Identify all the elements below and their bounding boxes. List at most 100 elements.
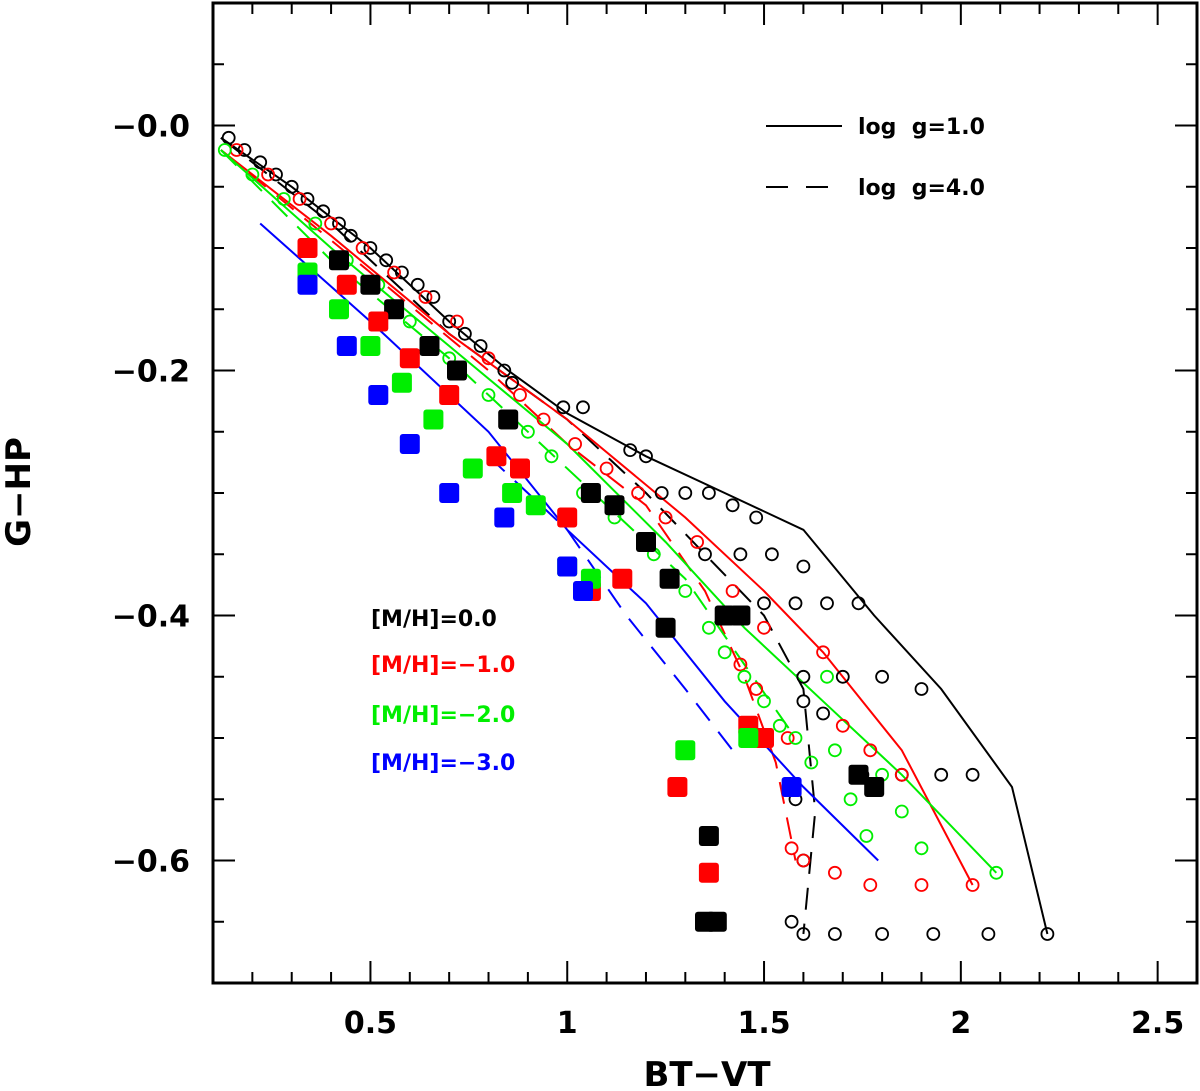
axis-tick-labels: 0.5 1 1.5 2 2.5 −0.0 −0.2 −0.4 −0.6 [112, 110, 1184, 1042]
filled-square-0-17 [706, 911, 727, 932]
open-circle-0-29 [733, 547, 748, 562]
filled-square-0-3 [419, 336, 440, 356]
filled-square-1-13 [698, 862, 719, 883]
filled-square-3-4 [439, 483, 460, 503]
filled-square-1-2 [368, 311, 389, 332]
open-circle-0-19 [556, 400, 571, 415]
open-circle-1-3 [324, 216, 339, 231]
filled-square-0-14 [864, 777, 885, 797]
open-circle-0-50 [828, 927, 842, 941]
open-circle-0-48 [784, 914, 799, 929]
open-circle-0-20 [576, 400, 590, 415]
open-circle-2-21 [804, 755, 819, 770]
open-circle-2-27 [894, 804, 909, 819]
open-circle-2-19 [772, 718, 787, 733]
open-circle-1-18 [733, 657, 748, 672]
series-line-1 [220, 137, 817, 935]
open-circle-1-15 [690, 535, 704, 549]
open-circle-1-24 [894, 767, 909, 782]
open-circle-0-16 [473, 339, 488, 353]
open-circle-0-0 [221, 130, 236, 145]
open-circle-0-52 [926, 927, 941, 941]
open-circle-2-3 [308, 216, 323, 231]
open-circle-0-10 [379, 253, 394, 268]
legend-solid-label: log g=1.0 [858, 115, 985, 140]
filled-square-3-8 [781, 777, 802, 797]
filled-square-1-5 [486, 446, 507, 467]
open-circle-0-40 [796, 694, 811, 709]
open-circle-0-45 [965, 767, 980, 782]
filled-square-0-9 [659, 568, 680, 589]
open-circle-0-41 [816, 706, 830, 721]
open-circle-2-2 [276, 192, 291, 206]
open-circle-2-9 [521, 424, 535, 439]
filled-square-0-4 [447, 360, 467, 381]
y-axis-label: G−HP [0, 437, 39, 547]
filled-square-1-4 [439, 385, 460, 405]
filled-square-0-2 [384, 299, 405, 320]
open-circle-2-17 [737, 669, 752, 684]
open-circle-1-12 [599, 461, 614, 476]
legend-metallicity-2: [M/H]=−2.0 [371, 703, 515, 728]
open-circle-0-7 [332, 216, 346, 231]
open-circle-0-37 [835, 669, 850, 684]
legend-dashed-label: log g=4.0 [858, 176, 985, 201]
x-tick-label: 1 [557, 1006, 578, 1041]
filled-square-1-3 [399, 348, 420, 369]
y-tick-label: −0.6 [112, 845, 190, 880]
y-tick-label: −0.4 [112, 600, 190, 635]
open-circle-2-1 [245, 167, 260, 182]
metallicity-legend: [M/H]=0.0 [M/H]=−1.0 [M/H]=−2.0 [M/H]=−3… [371, 607, 515, 776]
filled-square-1-1 [336, 274, 357, 295]
open-circle-0-49 [796, 927, 811, 941]
open-circle-2-22 [820, 669, 834, 684]
open-circle-0-33 [788, 596, 803, 611]
open-circle-0-17 [497, 363, 512, 378]
open-circle-1-11 [568, 437, 582, 451]
filled-square-0-1 [360, 274, 381, 295]
filled-square-0-15 [698, 826, 719, 846]
series-line-7 [487, 455, 734, 751]
filled-square-3-7 [573, 581, 593, 601]
open-circle-2-15 [702, 620, 716, 635]
legend-metallicity-0: [M/H]=0.0 [371, 607, 497, 632]
filled-square-1-12 [667, 777, 688, 797]
open-circle-0-39 [914, 682, 929, 696]
open-circle-2-14 [678, 584, 693, 598]
filled-square-0-0 [329, 250, 349, 271]
open-circle-2-6 [402, 314, 417, 329]
open-circle-0-6 [316, 204, 331, 219]
legend-metallicity-1: [M/H]=−1.0 [371, 653, 515, 678]
y-tick-label: −0.0 [112, 110, 190, 145]
open-circle-1-5 [387, 265, 402, 280]
filled-square-1-11 [754, 728, 774, 748]
open-circle-1-25 [784, 841, 799, 856]
open-circle-0-23 [654, 486, 669, 500]
filled-square-0-13 [848, 764, 869, 785]
y-tick-label: −0.2 [112, 355, 190, 390]
open-circle-1-28 [863, 878, 878, 892]
filled-square-2-10 [738, 728, 759, 748]
open-circle-2-8 [481, 388, 496, 402]
open-circle-0-15 [457, 326, 472, 341]
filled-square-0-12 [730, 605, 751, 626]
open-circle-1-4 [355, 241, 370, 255]
open-circle-0-51 [875, 927, 889, 941]
filled-square-1-0 [297, 238, 318, 258]
open-circle-1-19 [749, 682, 764, 696]
open-circle-0-44 [934, 767, 949, 782]
filled-square-3-2 [368, 385, 389, 405]
filled-square-0-5 [498, 409, 519, 430]
x-tick-label: 2 [950, 1006, 971, 1041]
open-circle-0-32 [757, 596, 771, 611]
open-circle-1-7 [450, 314, 464, 329]
series-line-6 [259, 222, 879, 862]
open-circle-1-26 [796, 853, 811, 868]
open-circle-1-23 [863, 743, 878, 758]
filled-square-3-1 [336, 336, 357, 356]
x-tick-label: 0.5 [344, 1006, 397, 1041]
filled-square-1-9 [612, 568, 633, 589]
open-circle-0-25 [702, 486, 716, 500]
open-circle-2-23 [828, 743, 842, 758]
